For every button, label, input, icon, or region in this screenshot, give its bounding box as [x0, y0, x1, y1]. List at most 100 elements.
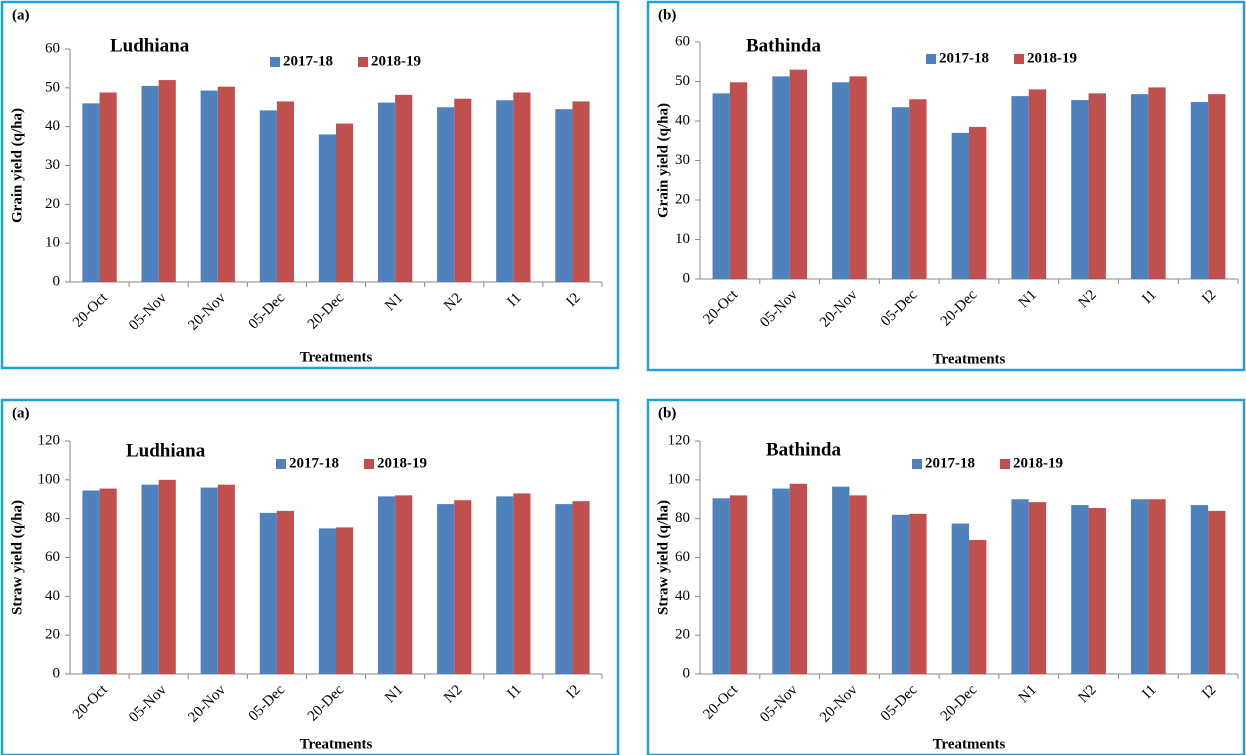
bar: [712, 93, 730, 279]
bar: [909, 99, 927, 280]
y-tick-label: 40: [45, 118, 60, 134]
y-tick-label: 80: [675, 510, 690, 526]
x-tick-label: I2: [1199, 682, 1219, 702]
x-axis-title: Treatments: [300, 736, 373, 752]
legend-label: 2017-18: [283, 53, 333, 69]
x-tick-label: 20-Oct: [700, 681, 741, 722]
y-tick-label: 60: [675, 549, 690, 565]
bar: [555, 109, 573, 282]
chart-panel: (b) Bathinda 0 10 20 30 40 50 60 20-Oct 05-Nov 20-N…: [646, 0, 1246, 372]
legend-swatch: [912, 459, 922, 469]
x-tick-label: 05-Nov: [126, 682, 170, 726]
bar: [712, 498, 730, 674]
bar: [336, 527, 354, 674]
x-tick-label: 20-Dec: [938, 682, 981, 725]
legend-swatch: [364, 459, 374, 469]
chart-title: Bathinda: [746, 35, 821, 56]
y-tick-label: 40: [675, 112, 690, 128]
bar: [891, 107, 910, 279]
x-tick-label: 05-Nov: [757, 287, 801, 331]
y-tick-label: 20: [675, 627, 690, 643]
x-tick-label: N2: [1076, 287, 1100, 311]
bar: [377, 496, 396, 674]
bar: [789, 69, 808, 280]
y-tick-label: 20: [45, 196, 60, 212]
bar: [99, 488, 117, 674]
legend-swatch: [926, 54, 936, 64]
chart-title: Ludhiana: [126, 440, 206, 461]
legend-label: 2017-18: [939, 50, 989, 66]
panel-label: (a): [12, 405, 30, 421]
chart-title: Ludhiana: [110, 35, 190, 56]
bar: [1130, 499, 1149, 674]
y-axis-title: Grain yield (q/ha): [655, 103, 671, 218]
x-tick-label: 20-Nov: [185, 290, 229, 334]
y-tick-label: 120: [668, 432, 691, 448]
bar: [555, 504, 573, 674]
bar: [437, 107, 455, 282]
y-tick-label: 20: [675, 191, 690, 207]
y-tick-label: 80: [45, 510, 60, 526]
y-tick-label: 50: [675, 73, 690, 89]
chart-panel: (b) Bathinda 0 20 40 60 80 100 120 20-Oct 05-Nov 20…: [646, 398, 1246, 755]
bar: [200, 487, 218, 674]
bar: [772, 76, 790, 280]
x-tick-label: I1: [504, 682, 524, 702]
bar: [909, 513, 927, 674]
chart-title: Bathinda: [766, 439, 841, 460]
y-tick-label: 60: [45, 549, 60, 565]
x-axis-title: Treatments: [933, 736, 1006, 752]
legend-swatch: [276, 459, 286, 469]
bar: [99, 92, 117, 282]
bar: [891, 514, 910, 674]
legend-label: 2018-19: [1027, 50, 1077, 66]
y-tick-label: 10: [45, 235, 60, 251]
bar: [82, 490, 100, 674]
y-tick-label: 0: [683, 665, 691, 681]
y-tick-label: 0: [683, 270, 691, 286]
x-tick-label: N1: [1016, 287, 1040, 311]
x-axis-title: Treatments: [933, 351, 1006, 367]
y-tick-label: 20: [45, 627, 60, 643]
panel-border: [0, 398, 620, 755]
x-tick-label: 20-Dec: [305, 290, 348, 333]
legend-swatch: [358, 57, 368, 67]
y-tick-label: 0: [53, 273, 61, 289]
panel-border: [646, 0, 1246, 372]
x-tick-label: I2: [564, 682, 584, 702]
bar: [1190, 102, 1209, 279]
x-tick-label: 20-Dec: [938, 287, 981, 330]
bar: [572, 501, 590, 674]
x-tick-label: N2: [1076, 682, 1100, 706]
bar: [1011, 499, 1029, 674]
legend-swatch: [1000, 459, 1010, 469]
x-tick-label: N2: [441, 290, 465, 314]
bar: [789, 483, 808, 674]
panel-label: (b): [658, 405, 676, 421]
bar: [437, 504, 455, 674]
x-tick-label: 05-Dec: [246, 682, 289, 725]
y-tick-label: 40: [675, 588, 690, 604]
y-tick-label: 0: [53, 665, 61, 681]
x-tick-label: N2: [441, 682, 465, 706]
y-axis-title: Grain yield (q/ha): [9, 108, 25, 223]
y-tick-label: 40: [45, 588, 60, 604]
bar: [217, 484, 235, 674]
bar: [496, 100, 514, 282]
x-tick-label: N1: [382, 290, 406, 314]
x-tick-label: 20-Nov: [817, 287, 861, 331]
x-tick-label: 05-Nov: [126, 290, 170, 334]
bar: [276, 510, 295, 674]
x-tick-label: I2: [564, 290, 584, 310]
bar: [969, 540, 987, 674]
y-axis-title: Straw yield (q/ha): [655, 500, 671, 615]
x-tick-label: I1: [504, 290, 524, 310]
bar: [849, 76, 867, 280]
x-tick-label: N1: [382, 682, 406, 706]
x-tick-label: 05-Dec: [246, 290, 289, 333]
bar: [200, 90, 218, 282]
bar: [336, 123, 354, 282]
x-tick-label: N1: [1016, 682, 1040, 706]
y-tick-label: 100: [668, 471, 691, 487]
